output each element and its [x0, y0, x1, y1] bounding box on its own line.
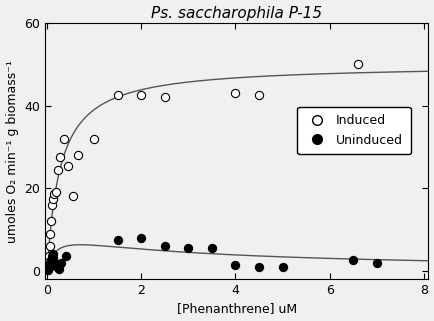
- Point: [51, 260, 58, 265]
- Point: [91, 136, 98, 141]
- Point: [185, 246, 192, 251]
- Point: [47, 231, 54, 236]
- Point: [47, 261, 54, 266]
- Point: [51, 192, 58, 197]
- Point: [56, 266, 62, 271]
- Point: [49, 254, 56, 259]
- Point: [232, 91, 239, 96]
- Point: [69, 194, 76, 199]
- Legend: Induced, Uninduced: Induced, Uninduced: [297, 107, 411, 154]
- Point: [355, 62, 362, 67]
- Point: [114, 237, 121, 242]
- Y-axis label: umoles O₂ min⁻¹ g biomass⁻¹: umoles O₂ min⁻¹ g biomass⁻¹: [6, 60, 19, 242]
- Point: [161, 243, 168, 248]
- Point: [74, 152, 81, 158]
- Point: [232, 262, 239, 267]
- Point: [208, 246, 215, 251]
- Point: [138, 235, 145, 240]
- Point: [45, 254, 52, 259]
- Point: [54, 167, 61, 172]
- Point: [48, 258, 55, 263]
- Point: [62, 254, 69, 259]
- Point: [138, 93, 145, 98]
- Point: [48, 219, 55, 224]
- Point: [161, 95, 168, 100]
- Point: [45, 267, 52, 272]
- Point: [350, 258, 357, 263]
- Point: [53, 264, 60, 269]
- Point: [45, 265, 52, 270]
- Point: [50, 256, 57, 261]
- Title: Ps. saccharophila P-15: Ps. saccharophila P-15: [151, 5, 322, 21]
- Point: [256, 264, 263, 269]
- Point: [279, 264, 286, 269]
- Point: [50, 196, 57, 201]
- Point: [56, 155, 63, 160]
- Point: [52, 190, 59, 195]
- Point: [46, 243, 53, 248]
- Point: [65, 163, 72, 168]
- Point: [52, 262, 59, 267]
- Point: [60, 136, 67, 141]
- Point: [256, 93, 263, 98]
- Point: [49, 252, 56, 257]
- Point: [114, 93, 121, 98]
- Point: [46, 263, 53, 268]
- X-axis label: [Phenanthrene] uM: [Phenanthrene] uM: [177, 302, 297, 316]
- Point: [58, 261, 65, 266]
- Point: [49, 202, 56, 207]
- Point: [373, 260, 380, 265]
